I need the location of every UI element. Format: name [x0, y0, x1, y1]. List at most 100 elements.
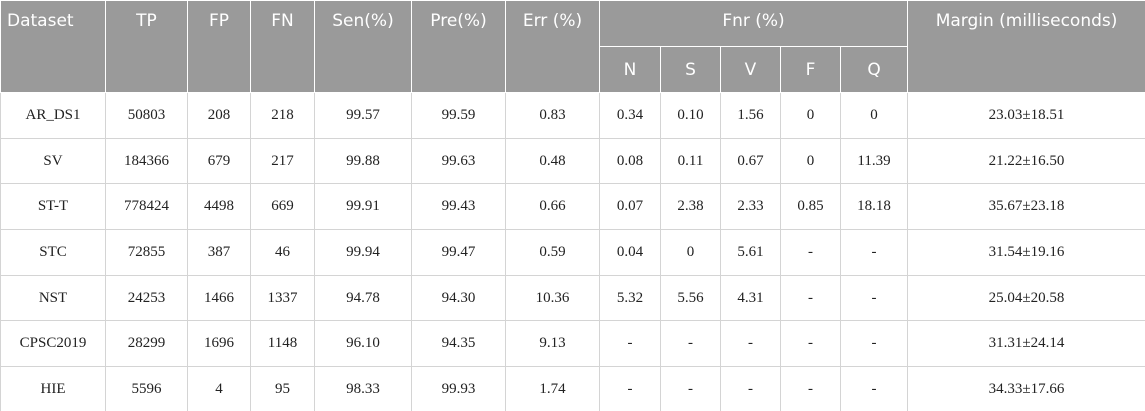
table-cell: 5.32 [599, 274, 661, 322]
table-cell: CPSC2019 [0, 320, 106, 368]
column-header: Pre(%) [411, 0, 506, 93]
table-cell: HIE [0, 366, 106, 411]
table-cell: 0.04 [599, 229, 661, 276]
table-cell: 94.78 [314, 274, 412, 322]
table-cell: 0.10 [660, 92, 721, 139]
column-header: Sen(%) [314, 0, 412, 93]
column-header: TP [105, 0, 188, 93]
table-cell: - [839, 274, 909, 322]
table-cell: 0.08 [599, 137, 661, 185]
table-cell: 31.31±24.14 [907, 320, 1145, 368]
table-cell: - [839, 366, 909, 411]
table-cell: 1337 [250, 274, 315, 322]
table-cell: 11.39 [839, 137, 909, 185]
subcolumn-header: F [780, 46, 841, 93]
table-cell: 24253 [105, 274, 188, 322]
table-cell: - [780, 274, 841, 322]
table-cell: 1.56 [720, 92, 781, 139]
table-cell: 669 [250, 183, 315, 231]
subcolumn-header: V [720, 46, 781, 93]
table-cell: 99.94 [314, 229, 412, 276]
column-header: FP [187, 0, 251, 93]
table-row: AR_DS1 50803 208 218 99.57 99.59 0.83 0.34 0.10 1… [0, 92, 1145, 139]
table-cell: 184366 [105, 137, 188, 185]
table-cell: 2.38 [660, 183, 721, 231]
subcolumn-header: N [599, 46, 661, 93]
table-header: Dataset TP FP F N Sen(%) Pre(%) Err (%) Fnr (%) M… [0, 0, 1145, 93]
table-cell: - [780, 366, 841, 411]
table-cell: 0.85 [780, 183, 841, 231]
header-row: Dataset TP FP F N Sen(%) Pre(%) Err (%) Fnr (%) M… [0, 0, 1145, 93]
table-cell: 99.47 [411, 229, 506, 276]
table-cell: 208 [187, 92, 251, 139]
table-cell: 25.04±20.58 [907, 274, 1145, 322]
table-cell: 99.57 [314, 92, 412, 139]
table-cell: 99.88 [314, 137, 412, 185]
table-cell: 95 [250, 366, 315, 411]
table-cell: 0 [839, 92, 909, 139]
column-header: Err (%) [505, 0, 600, 93]
table-cell: 98.33 [314, 366, 412, 411]
table-cell: 0.34 [599, 92, 661, 139]
table-cell: 34.33±17.66 [907, 366, 1145, 411]
table-cell: 217 [250, 137, 315, 185]
table-cell: 5596 [105, 366, 188, 411]
table-cell: 9.13 [505, 320, 600, 368]
table-cell: 96.10 [314, 320, 412, 368]
table-cell: 0.07 [599, 183, 661, 231]
table-cell: 10.36 [505, 274, 600, 322]
table-cell: 0 [780, 92, 841, 139]
table-cell: 99.43 [411, 183, 506, 231]
table-body: AR_DS1 50803 208 218 99.57 99.59 0.83 0.34 0.10 1… [0, 92, 1145, 411]
table-cell: - [599, 366, 661, 411]
column-header: Margin (milliseconds) [907, 0, 1145, 93]
table-cell: 4.31 [720, 274, 781, 322]
table-cell: 1148 [250, 320, 315, 368]
table-cell: 31.54±19.16 [907, 229, 1145, 276]
table-cell: 18.18 [839, 183, 909, 231]
column-header: Fnr (%) [598, 0, 909, 47]
table-cell: 0.48 [505, 137, 600, 185]
table-row: HIE 5596 4 95 98.33 99.93 1.74- - - - -34.33±17.66 [0, 366, 1145, 411]
table-cell: - [660, 320, 721, 368]
table-cell: 0.83 [505, 92, 600, 139]
table-cell: 0 [780, 137, 841, 185]
table-cell: 778424 [105, 183, 188, 231]
table-cell: SV [0, 137, 106, 185]
table-cell: 4498 [187, 183, 251, 231]
table-cell: 1466 [187, 274, 251, 322]
table-cell: 1696 [187, 320, 251, 368]
table-cell: 46 [250, 229, 315, 276]
table-row: STC 72855 387 46 99.94 99.47 0.59 0.04 0 5.61- -31… [0, 229, 1145, 276]
table-cell: - [720, 366, 781, 411]
table-cell: STC [0, 229, 106, 276]
column-header: Dataset [0, 0, 106, 93]
table-cell: 5.56 [660, 274, 721, 322]
table-cell: 94.30 [411, 274, 506, 322]
table-row: CPSC2019 28299 1696 1148 96.10 94.35 9.13- - - - -… [0, 320, 1145, 368]
table-row: ST-T 778424 4498 669 99.91 99.43 0.66 0.07 2.38 2… [0, 183, 1145, 231]
table-cell: 50803 [105, 92, 188, 139]
table-cell: - [660, 366, 721, 411]
table-cell: 218 [250, 92, 315, 139]
table-cell: 2.33 [720, 183, 781, 231]
table-cell: 4 [187, 366, 251, 411]
table-cell: - [780, 229, 841, 276]
table-cell: 5.61 [720, 229, 781, 276]
table-cell: 21.22±16.50 [907, 137, 1145, 185]
table-cell: 99.93 [411, 366, 506, 411]
table-cell: 387 [187, 229, 251, 276]
subcolumn-header: S [660, 46, 721, 93]
table-cell: 0.67 [720, 137, 781, 185]
subcolumn-header: Q [839, 46, 909, 93]
table-cell: 23.03±18.51 [907, 92, 1145, 139]
table-cell: 0 [660, 229, 721, 276]
table-row: SV 184366 679 217 99.88 99.63 0.48 0.08 0.11 0.67… [0, 137, 1145, 185]
table-cell: 99.63 [411, 137, 506, 185]
table-cell: 28299 [105, 320, 188, 368]
table-cell: - [839, 229, 909, 276]
table-cell: - [780, 320, 841, 368]
table-cell: 1.74 [505, 366, 600, 411]
